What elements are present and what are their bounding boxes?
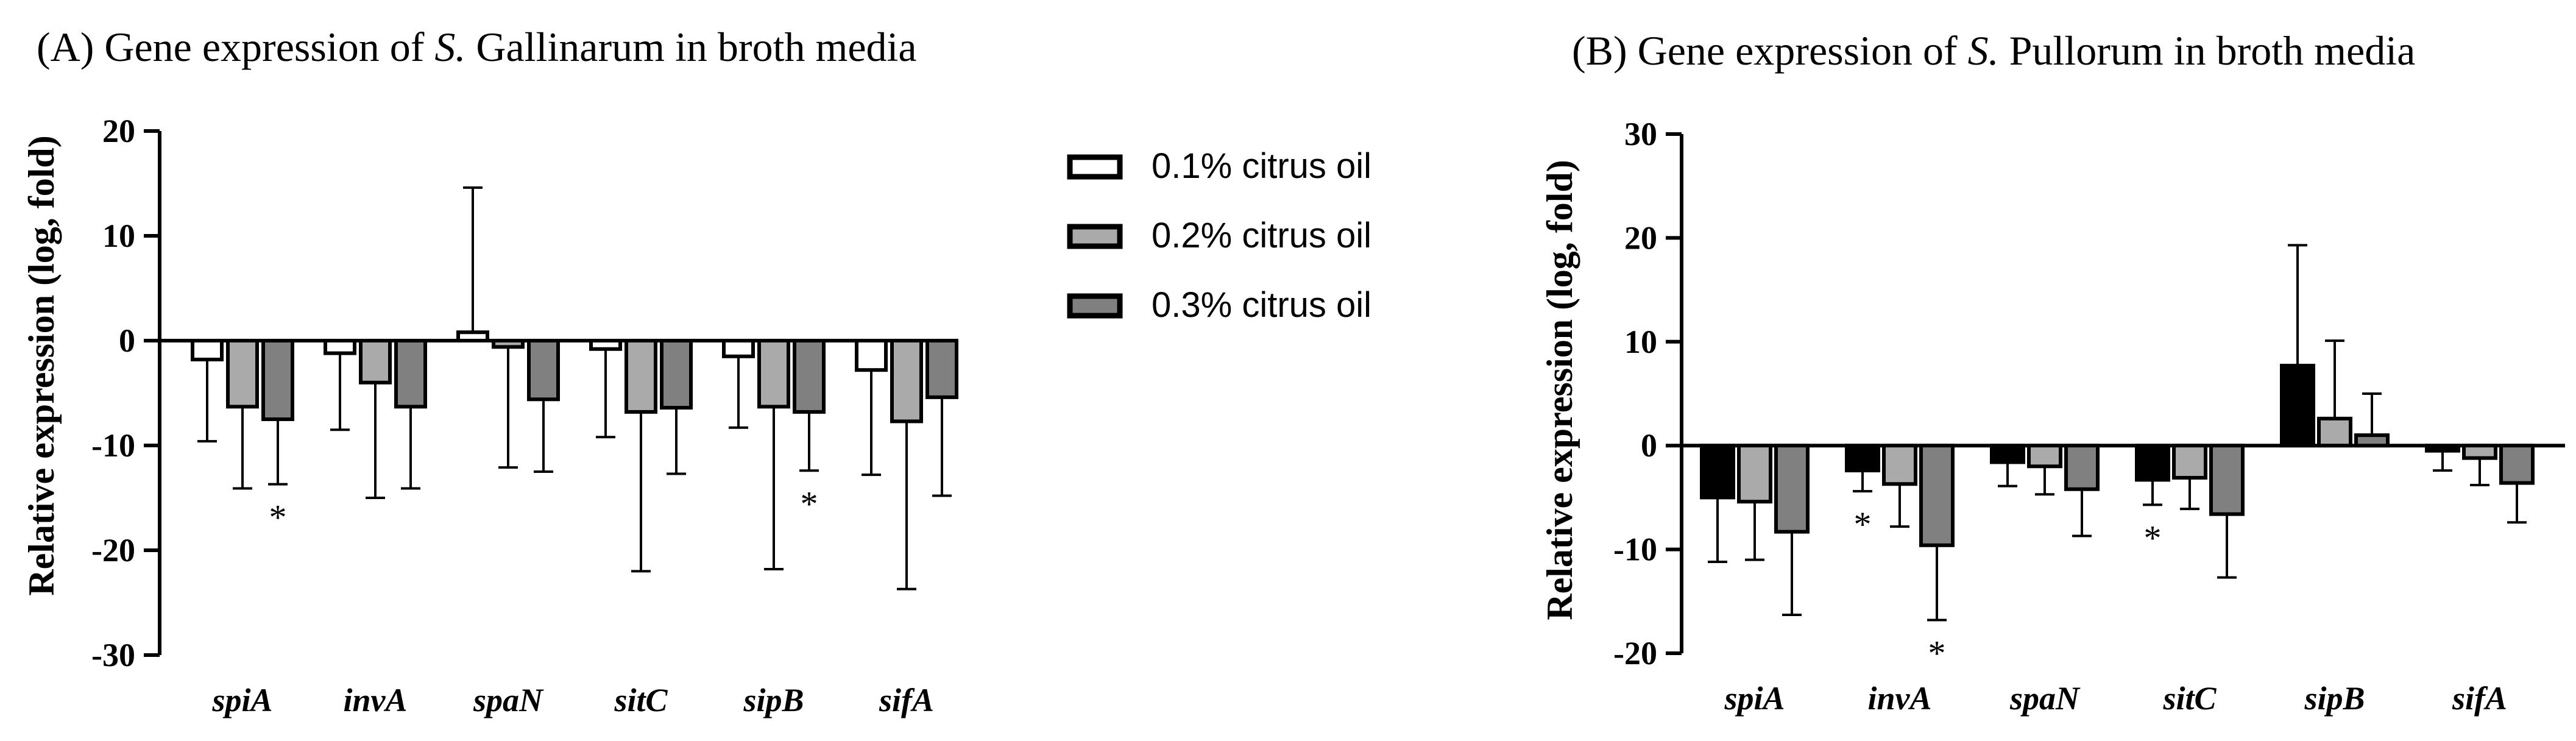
legend-item-2: 0.3% citrus oil — [1067, 285, 1371, 325]
panel-a-bar-invA-s0 — [324, 339, 356, 355]
panel-a-annotations: * * — [269, 484, 818, 537]
panel-b-bar-invA-s2 — [1919, 444, 1955, 547]
panel-a-category-label-sipB: sipB — [743, 682, 804, 718]
panel-a-bar-spiA-s1 — [226, 339, 259, 409]
panel-a-bar-sipB-s2 — [793, 339, 826, 414]
panel-a-category-label-sitC: sitC — [614, 682, 668, 718]
panel-a-y-tick-label: 10 — [102, 218, 135, 254]
panel-a-bar-sitC-s0 — [589, 339, 622, 351]
panel-b-bars — [1700, 244, 2535, 622]
legend-swatch-0 — [1067, 154, 1123, 180]
legend-item-0: 0.1% citrus oil — [1067, 146, 1371, 186]
panel-a-bar-spiA-s0 — [191, 339, 224, 361]
panel-b-bar-sifA-s2 — [2499, 444, 2535, 485]
panel-a-bar-invA-s1 — [359, 339, 392, 385]
panel-a-bar-spaN-s0 — [456, 330, 489, 342]
panel-a-y-ticks: 20 10 0 -10 -20 -30 — [91, 113, 160, 673]
panel-a-bar-spaN-s1 — [492, 339, 525, 349]
panel-b-bar-spaN-s2 — [2064, 444, 2100, 491]
panel-b-y-axis-label: Relative expression (log, fold) — [1540, 160, 1580, 620]
legend-item-1: 0.2% citrus oil — [1067, 216, 1371, 255]
panel-a-category-label-invA: invA — [343, 682, 407, 718]
panel-b-bar-spaN-s1 — [2027, 444, 2062, 469]
panel-b-bar-sitC-s1 — [2172, 444, 2207, 480]
legend-label-1: 0.2% citrus oil — [1152, 216, 1371, 255]
panel-b-significance-star: * — [1854, 505, 1872, 544]
panel-b-bar-spiA-s1 — [1737, 444, 1772, 504]
panel-b-category-labels: spiA invA spaN sitC sipB sifA — [1724, 680, 2507, 717]
panel-b-category-label-spaN: spaN — [2009, 680, 2081, 717]
panel-a-bar-spiA-s2 — [261, 339, 294, 421]
panel-b-bar-sipB-s2 — [2354, 433, 2390, 448]
panel-a-bar-sitC-s1 — [625, 339, 657, 414]
legend-label-0: 0.1% citrus oil — [1152, 146, 1371, 186]
legend-swatch-2 — [1067, 293, 1123, 319]
panel-a-bar-sifA-s1 — [890, 339, 923, 424]
panel-a-y-axis-label: Relative expression (log, fold) — [21, 135, 62, 595]
panel-a-y-tick-label: 0 — [119, 322, 135, 359]
panel-a-significance-star: * — [801, 484, 818, 523]
panel-b-bar-spaN-s0 — [1990, 444, 2025, 464]
legend: 0.1% citrus oil 0.2% citrus oil 0.3% cit… — [1067, 146, 1371, 325]
legend-swatch-1 — [1067, 224, 1123, 249]
panel-a-category-label-sifA: sifA — [879, 682, 934, 718]
panel-a-category-labels: spiA invA spaN sitC sipB sifA — [211, 682, 934, 718]
panel-b-bar-sipB-s0 — [2280, 363, 2315, 448]
panel-a-y-tick-label: -10 — [91, 427, 135, 464]
panel-a-category-label-spiA: spiA — [211, 682, 272, 718]
panel-b-bar-sitC-s0 — [2135, 444, 2170, 482]
panel-b-y-tick-label: 0 — [1641, 427, 1657, 464]
panel-b-axes — [1680, 134, 2565, 653]
panel-b-category-label-invA: invA — [1867, 680, 1931, 717]
panel-a-bar-invA-s2 — [394, 339, 427, 409]
panel-b-category-label-sipB: sipB — [2304, 680, 2365, 717]
panel-a-y-tick-label: 20 — [102, 113, 135, 149]
panel-b-bar-sifA-s1 — [2462, 444, 2497, 460]
panel-b-annotations: * * * — [1854, 505, 2162, 673]
panel-a-significance-star: * — [269, 498, 287, 537]
panel-b-bar-spiA-s0 — [1700, 444, 1735, 500]
panel-b-y-tick-label: 10 — [1624, 324, 1657, 360]
panel-a-bar-sifA-s2 — [925, 339, 958, 399]
panel-a-bars — [191, 186, 958, 590]
panel-a-y-tick-label: -20 — [91, 532, 135, 569]
panel-b-y-tick-label: -10 — [1613, 531, 1657, 568]
panel-b-chart: (B) Gene expression of S. Pullorum in br… — [1540, 27, 2565, 717]
panel-b-bar-invA-s1 — [1882, 444, 1917, 486]
panel-b-y-tick-label: 20 — [1624, 219, 1657, 256]
panel-a-bar-sitC-s2 — [660, 339, 693, 410]
panel-b-category-label-sifA: sifA — [2452, 680, 2507, 717]
panel-a-bar-spaN-s2 — [527, 339, 560, 402]
panel-b-y-tick-label: -20 — [1613, 635, 1657, 672]
panel-b-bar-spiA-s2 — [1774, 444, 1810, 534]
panel-b-bar-invA-s0 — [1845, 444, 1880, 473]
panel-b-bar-sifA-s0 — [2425, 444, 2460, 453]
panel-a-y-tick-label: -30 — [91, 637, 135, 673]
panel-b-category-label-spiA: spiA — [1724, 680, 1785, 717]
panel-a-bar-sipB-s1 — [757, 339, 790, 409]
panel-b-y-ticks: 30 20 10 0 -10 -20 — [1613, 116, 1682, 672]
panel-a-title: (A) Gene expression of S. Gallinarum in … — [37, 24, 917, 70]
panel-a-category-label-spaN: spaN — [473, 682, 544, 718]
legend-label-2: 0.3% citrus oil — [1152, 285, 1371, 325]
panel-b-significance-star: * — [1928, 633, 1946, 673]
panel-b-bar-sipB-s1 — [2317, 416, 2352, 448]
panel-b-bar-sitC-s2 — [2209, 444, 2245, 516]
panel-a-chart: (A) Gene expression of S. Gallinarum in … — [21, 24, 958, 718]
panel-b-y-tick-label: 30 — [1624, 116, 1657, 152]
panel-b-significance-star: * — [2144, 518, 2162, 558]
panel-b-category-label-sitC: sitC — [2162, 680, 2217, 717]
panel-b-title: (B) Gene expression of S. Pullorum in br… — [1572, 27, 2415, 74]
panel-a-bar-sifA-s0 — [855, 339, 888, 372]
panel-a-bar-sipB-s0 — [722, 339, 755, 358]
